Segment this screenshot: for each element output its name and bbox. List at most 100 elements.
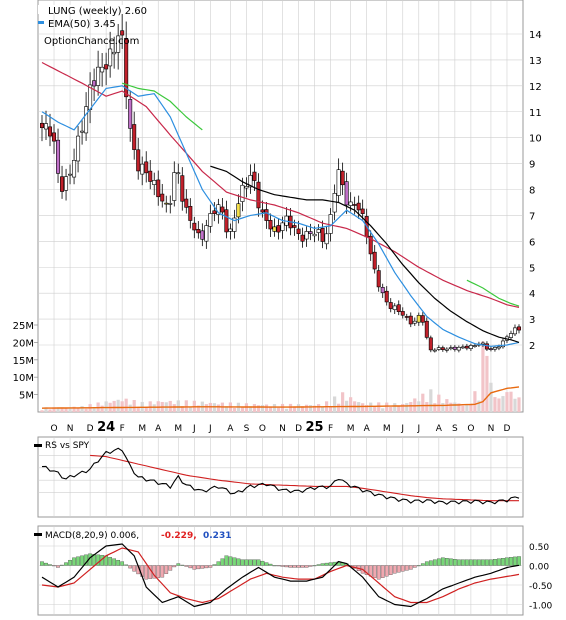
- macd-legend-swatch: [34, 533, 42, 536]
- candle-body: [112, 51, 117, 55]
- candle-body: [380, 287, 385, 294]
- volume-bar: [248, 406, 253, 412]
- macd-histogram-bar: [252, 559, 257, 566]
- volume-bar: [481, 341, 485, 412]
- volume-bar: [152, 404, 156, 412]
- macd-histogram-bar: [192, 565, 197, 570]
- macd-histogram-bar: [200, 565, 205, 569]
- volume-bar: [316, 404, 321, 412]
- candle-body: [68, 173, 73, 176]
- candle-body: [252, 171, 257, 181]
- candle-body: [124, 37, 129, 98]
- volume-bar: [437, 394, 441, 412]
- volume-bar: [48, 409, 52, 412]
- candle-body: [184, 198, 189, 208]
- candle-body: [164, 202, 169, 205]
- rs-legend-swatch: [34, 444, 42, 447]
- candle-body: [84, 106, 89, 134]
- price-tick-label: 8: [529, 186, 535, 197]
- rs-average-line: [90, 454, 519, 502]
- volume-bar: [144, 406, 148, 412]
- macd-histogram-bar: [312, 565, 317, 567]
- macd-histogram-bar: [316, 564, 321, 566]
- macd-histogram-bar: [168, 565, 173, 571]
- macd-histogram-bar: [416, 565, 421, 567]
- macd-histogram-bar: [376, 565, 381, 580]
- ema-black-line: [210, 165, 520, 343]
- candle-body: [264, 209, 269, 221]
- volume-bar: [421, 393, 425, 412]
- candle-body: [508, 333, 513, 338]
- volume-bar: [76, 408, 80, 412]
- candle-body: [452, 346, 457, 350]
- volume-bar: [260, 405, 265, 412]
- macd-histogram-bar: [380, 565, 385, 578]
- candle-body: [352, 204, 357, 206]
- macd-histogram-bar: [212, 564, 217, 566]
- candle-body: [204, 225, 209, 242]
- volume-bar: [304, 404, 309, 412]
- x-tick-label: S: [244, 424, 250, 434]
- volume-bar: [337, 403, 341, 412]
- candle-body: [60, 176, 65, 192]
- macd-histogram-bar: [132, 565, 137, 572]
- macd-histogram-bar: [172, 565, 177, 568]
- volume-bar: [369, 402, 373, 412]
- candle-body: [272, 226, 277, 232]
- candle-body: [136, 149, 141, 172]
- candle-body: [244, 186, 249, 189]
- volume-bar: [409, 402, 413, 412]
- volume-bar: [465, 404, 469, 412]
- macd-histogram-bar: [493, 559, 497, 566]
- macd-histogram-bar: [457, 559, 461, 566]
- candle-body: [416, 315, 421, 323]
- volume-bar: [80, 406, 84, 412]
- volume-bar: [509, 391, 513, 412]
- macd-histogram-bar: [292, 565, 297, 568]
- candle-body: [296, 228, 301, 235]
- volume-bar: [284, 408, 289, 412]
- macd-histogram-bar: [276, 565, 281, 567]
- price-tick-label: 5: [529, 263, 535, 274]
- price-tick-label: 6: [529, 237, 535, 248]
- macd-tick-label: -1.00: [529, 602, 553, 612]
- brand-label: OptionChance.com: [44, 36, 139, 47]
- macd-histogram-bar: [112, 558, 117, 566]
- candle-body: [500, 340, 505, 348]
- volume-bar: [381, 408, 385, 412]
- volume-tick-label: 25M: [13, 321, 34, 332]
- macd-tick-label: 0.00: [529, 563, 549, 573]
- volume-bar: [288, 403, 293, 412]
- x-tick-label: O: [259, 424, 266, 434]
- candle-body: [220, 206, 225, 213]
- macd-histogram-bar: [513, 556, 517, 566]
- candle-body: [460, 346, 465, 349]
- x-tick-label: D: [295, 424, 302, 434]
- x-tick-label: D: [87, 424, 94, 434]
- volume-bar: [505, 392, 509, 412]
- macd-panel-frame: [37, 525, 524, 616]
- macd-histogram-bar: [188, 565, 193, 569]
- volume-bar: [449, 402, 453, 412]
- volume-bar: [333, 396, 337, 412]
- price-panel-frame: [37, 0, 524, 413]
- volume-bar: [329, 405, 333, 412]
- volume-bar: [64, 407, 68, 412]
- rs-panel-frame: [37, 436, 524, 518]
- candle-body: [156, 179, 161, 198]
- volume-bar: [40, 410, 44, 412]
- volume-tick-label: 5M: [19, 391, 34, 402]
- candle-body: [48, 126, 53, 137]
- candle-body: [128, 99, 133, 129]
- x-tick-label: A: [227, 424, 234, 434]
- candle-body: [92, 80, 97, 87]
- macd-histogram-bar: [248, 559, 253, 566]
- candle-body: [340, 170, 345, 186]
- macd-histogram-bar: [400, 565, 405, 572]
- macd-histogram-bar: [244, 559, 249, 566]
- volume-tick-label: 20M: [13, 338, 34, 349]
- volume-bar: [441, 403, 445, 412]
- volume-bar: [453, 402, 457, 412]
- candle-body: [472, 345, 477, 347]
